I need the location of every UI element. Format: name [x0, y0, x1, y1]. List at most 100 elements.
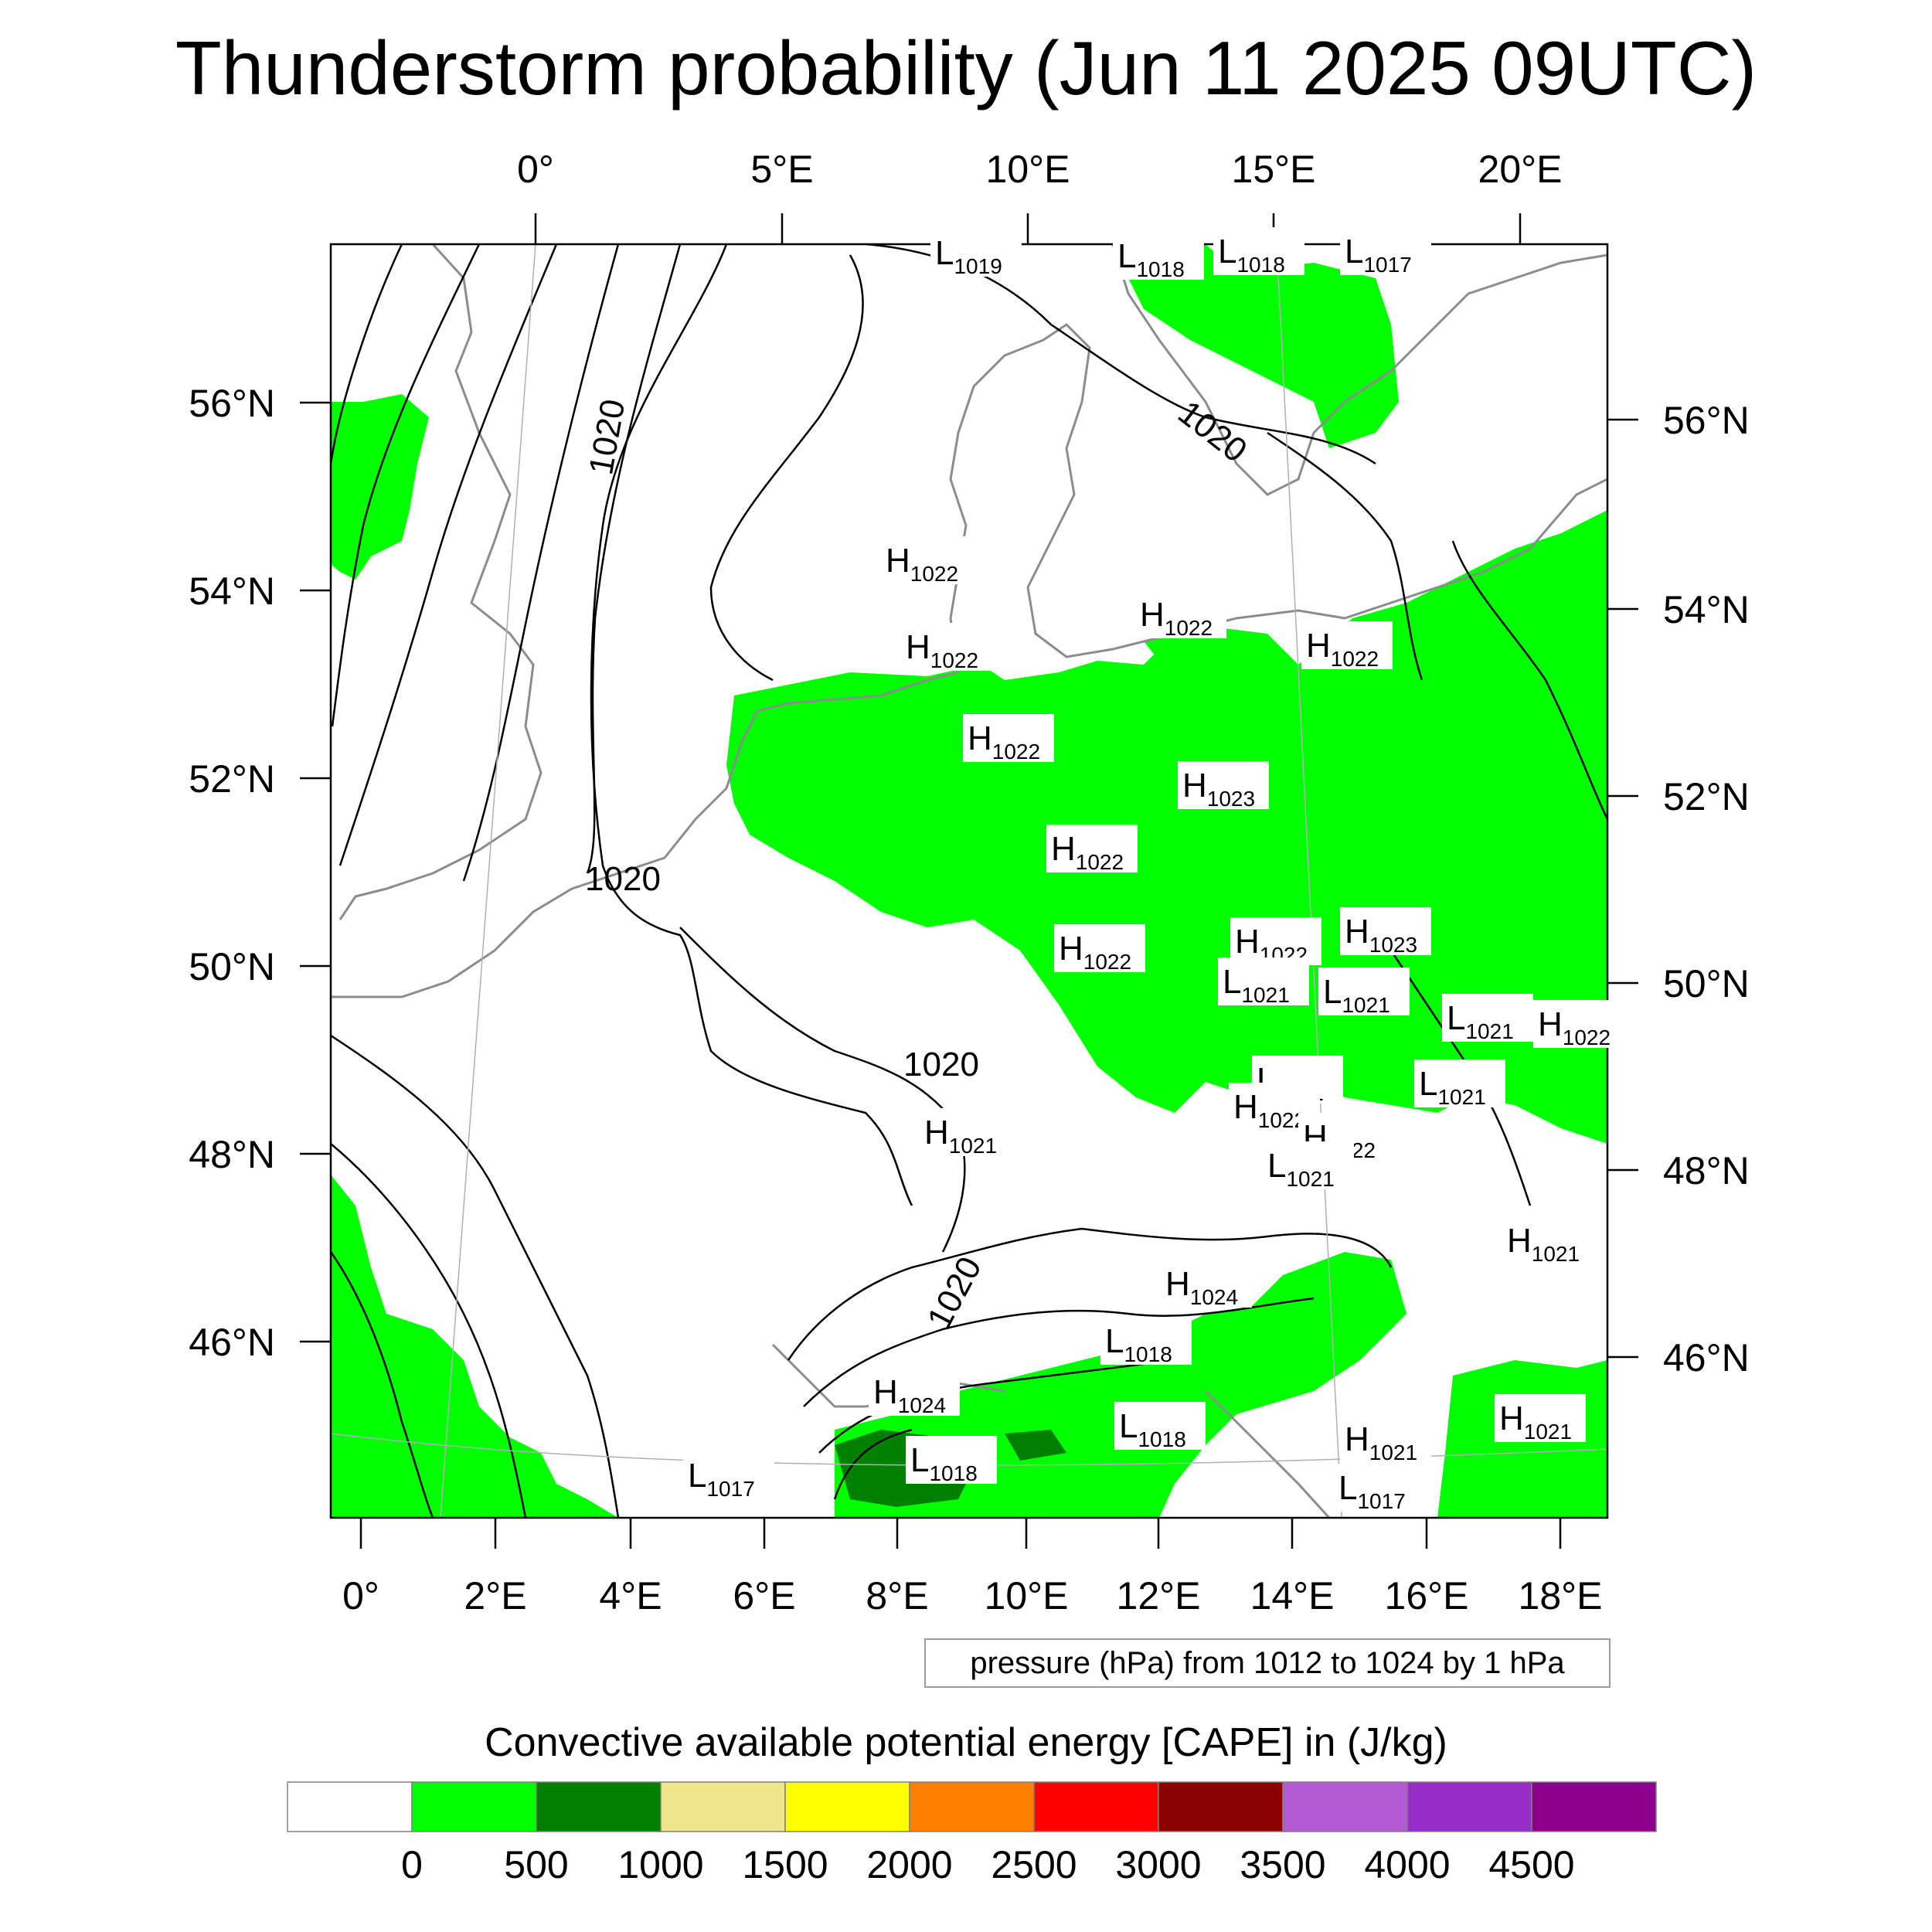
low-pressure-label: L1017 [1334, 1464, 1425, 1513]
high-pressure-label: H1021 [1340, 1415, 1431, 1464]
pressure-label-bg [1340, 1415, 1431, 1463]
colorbar-swatch [660, 1781, 786, 1832]
pressure-label-bg [1442, 994, 1533, 1042]
coast-adriatic [1204, 1389, 1331, 1518]
isobar-value-label: 1020 [582, 396, 632, 478]
isobar [586, 244, 682, 874]
lon-label-top: 0° [517, 148, 554, 191]
lat-label-left: 48°N [189, 1133, 275, 1176]
high-pressure-label: H1023 [1178, 761, 1269, 811]
pressure-label-bg [906, 1436, 997, 1484]
coast-france-netherlands [331, 671, 959, 998]
colorbar-swatch [1158, 1781, 1284, 1832]
isobar-alps4 [833, 1428, 913, 1500]
isobar [338, 244, 558, 866]
lon-label-bottom: 0° [342, 1574, 379, 1617]
colorbar-tick-label: 1000 [617, 1843, 703, 1886]
pressure-center-text: L1017 [688, 1457, 755, 1501]
pressure-center-text: H1022 [886, 542, 958, 586]
isobar-layer [331, 244, 1607, 1518]
pressure-center-text: H1023 [1345, 913, 1417, 957]
isobar [331, 244, 481, 727]
top-lon-labels: 0° 5°E 10°E 15°E 20°E [517, 148, 1562, 191]
pressure-center-text: H1023 [1182, 767, 1255, 811]
pressure-label-bg [920, 1108, 1011, 1156]
tick-marks [300, 213, 1638, 1549]
lat-label-left: 46°N [189, 1321, 275, 1364]
pressure-label-bg [1178, 761, 1269, 809]
lon-label-bottom: 2°E [464, 1574, 526, 1617]
pressure-label-bg [1230, 917, 1321, 965]
pressure-label-bg [869, 1368, 960, 1416]
pressure-center-text: L1017 [1338, 1469, 1406, 1513]
isobar-alps3 [818, 1359, 1175, 1454]
high-pressure-label: H1022 [1135, 590, 1226, 640]
cape-area-west-france [331, 1175, 618, 1518]
pressure-label-bg [683, 1451, 774, 1499]
lat-label-left: 50°N [189, 945, 275, 988]
colorbar-swatch [536, 1781, 662, 1832]
pressure-label-bg [1113, 232, 1204, 280]
isobar [462, 244, 620, 882]
pressure-label-bg [1495, 1394, 1586, 1442]
pressure-label-bg [1334, 1464, 1425, 1512]
low-pressure-label: L1018 [1100, 1317, 1192, 1366]
lon-label-bottom: 10°E [985, 1574, 1069, 1617]
pressure-center-text: H1021 [1345, 1420, 1417, 1464]
pressure-center-text: L1018 [1117, 237, 1185, 281]
pressure-label-bg [1263, 1141, 1354, 1189]
colorbar-swatch [784, 1781, 910, 1832]
cape-fill-layer [331, 244, 1607, 1518]
lat-label-right: 52°N [1663, 775, 1750, 818]
high-pressure-label: H1021 [1502, 1216, 1594, 1266]
low-pressure-label: L1019 [930, 229, 1022, 278]
bottom-lon-labels: 0° 2°E 4°E 6°E 8°E 10°E 12°E 14°E 16°E 1… [342, 1574, 1602, 1617]
pressure-center-text: L1021 [1223, 963, 1290, 1007]
high-pressure-label: H1022 [1230, 917, 1321, 967]
high-pressure-label: H1022 [881, 536, 972, 586]
pressure-label-bg [1161, 1260, 1252, 1308]
low-pressure-label: L1017 [1340, 227, 1431, 277]
colorbar-tick-label: 0 [401, 1843, 423, 1886]
pressure-label-bg [930, 229, 1022, 277]
lon-label-top: 20°E [1478, 148, 1563, 191]
low-pressure-label: L1021 [1318, 968, 1410, 1017]
colorbar-tick-label: 1500 [742, 1843, 828, 1886]
high-pressure-label: H1022 [1054, 924, 1145, 974]
pressure-label-bg [1218, 957, 1309, 1005]
pressure-center-text: L1018 [1218, 233, 1285, 277]
pressure-center-text: L1021 [1323, 973, 1390, 1017]
colorbar-tick-label: 3500 [1240, 1843, 1325, 1886]
pressure-label-bg [1533, 1000, 1624, 1048]
pressure-label-bg [1340, 227, 1431, 275]
high-pressure-label: H1022 [1046, 825, 1138, 874]
isobar-alps [787, 1227, 1393, 1361]
lon-label-bottom: 6°E [733, 1574, 795, 1617]
pressure-center-text: H1024 [1165, 1265, 1238, 1309]
pressure-center-text: L1018 [1119, 1407, 1186, 1451]
pressure-center-text: L1021 [1267, 1147, 1335, 1191]
lon-label-top: 15°E [1232, 148, 1316, 191]
pressure-label-bg [901, 623, 992, 671]
low-pressure-label: L1021 [1218, 957, 1309, 1007]
pressure-label-bg [1318, 968, 1410, 1015]
cape-area-uk [331, 394, 429, 580]
isobar-west2 [331, 1143, 527, 1518]
pressure-label-bg [1046, 825, 1138, 872]
pressure-center-text: H1022 [1140, 596, 1213, 640]
coastline-layer [331, 244, 1607, 1518]
pressure-center-text: H1022 [1306, 627, 1379, 671]
coast-jutland [949, 323, 1607, 673]
graticule-lon-15 [1276, 244, 1342, 1518]
pressure-label-bg [963, 714, 1054, 762]
high-pressure-label: H1023 [1340, 907, 1431, 957]
pressure-label-bg [1502, 1216, 1594, 1264]
left-lat-labels: 56°N 54°N 52°N 50°N 48°N 46°N [189, 382, 275, 1364]
pressure-center-text: L1021 [1447, 999, 1514, 1043]
isobar-north2 [709, 254, 864, 682]
colorbar: 0 500 1000 1500 2000 2500 3000 3500 4000 4500 [287, 1781, 1657, 1886]
pressure-center-text: L1021 [1419, 1065, 1486, 1109]
pressure-center-text: H1022 [1059, 930, 1131, 974]
pressure-center-text: H1022 [1538, 1005, 1611, 1049]
graticule-lon-0 [440, 244, 536, 1518]
